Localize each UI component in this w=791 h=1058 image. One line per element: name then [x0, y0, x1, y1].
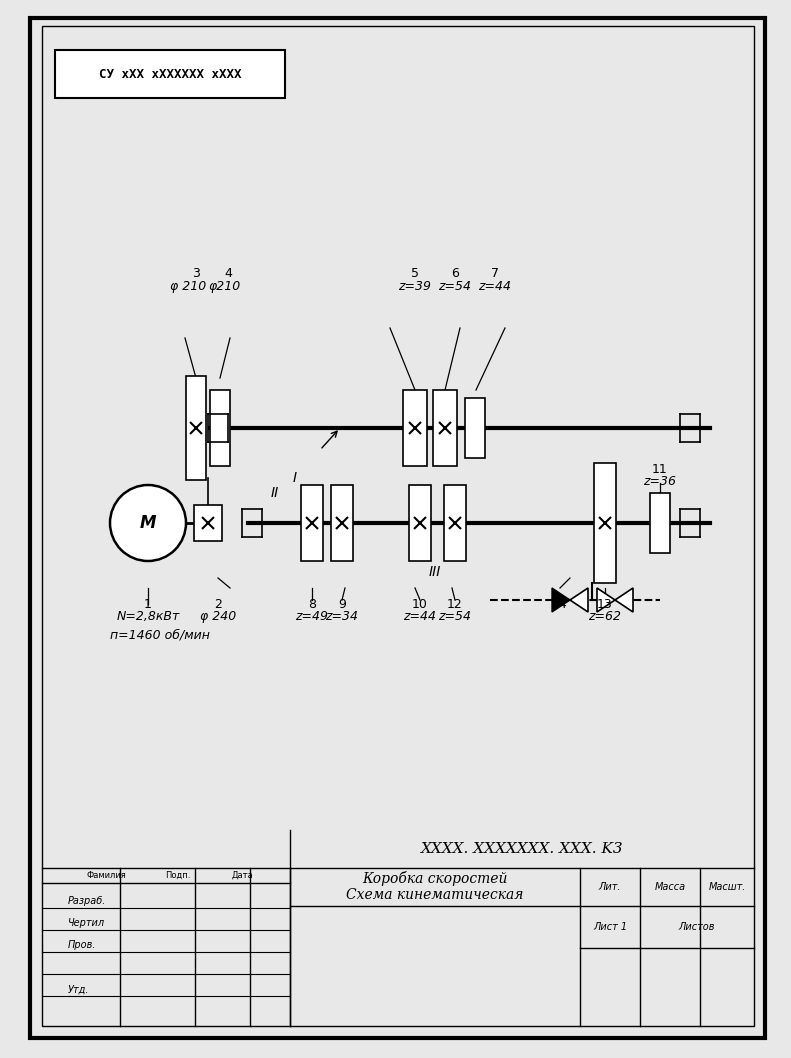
Text: z=44: z=44 [479, 280, 512, 293]
Text: 8: 8 [308, 598, 316, 612]
Bar [444, 485, 466, 561]
Text: Коробка скоростей: Коробка скоростей [362, 872, 508, 887]
Text: 13: 13 [597, 598, 613, 612]
Text: 9: 9 [338, 598, 346, 612]
Text: 11: 11 [652, 463, 668, 476]
Text: II: II [271, 486, 279, 500]
Bar [650, 493, 670, 553]
Polygon shape [597, 588, 615, 612]
Text: 7: 7 [491, 267, 499, 280]
Text: z=49: z=49 [296, 610, 328, 623]
Bar [409, 485, 431, 561]
Text: Листов: Листов [679, 922, 715, 932]
Text: 12: 12 [447, 598, 463, 612]
Bar [55, 50, 285, 98]
Text: Лит.: Лит. [599, 882, 621, 892]
Bar [594, 463, 616, 583]
Polygon shape [552, 588, 570, 612]
Bar [186, 376, 206, 480]
Text: Утд.: Утд. [68, 985, 89, 995]
Text: N=2,8кВт: N=2,8кВт [116, 610, 180, 623]
Text: z=34: z=34 [326, 610, 358, 623]
Bar [301, 485, 323, 561]
Text: 6: 6 [451, 267, 459, 280]
Text: 14: 14 [552, 598, 568, 612]
Text: z=54: z=54 [438, 280, 471, 293]
Bar [194, 505, 222, 541]
Text: φ 210: φ 210 [170, 280, 206, 293]
Bar [403, 390, 427, 466]
Text: Схема кинематическая: Схема кинематическая [346, 888, 524, 902]
Bar [210, 390, 230, 466]
Text: III: III [429, 565, 441, 579]
Text: п=1460 об/мин: п=1460 об/мин [110, 628, 210, 641]
Text: Масшт.: Масшт. [708, 882, 746, 892]
Text: Дата: Дата [232, 871, 253, 880]
Circle shape [110, 485, 186, 561]
Text: 2: 2 [214, 598, 222, 612]
Text: z=39: z=39 [399, 280, 432, 293]
Text: Лист 1: Лист 1 [593, 922, 627, 932]
Text: Чертил: Чертил [68, 918, 105, 928]
Text: Подп.: Подп. [165, 871, 190, 880]
Text: z=54: z=54 [438, 610, 471, 623]
Text: 1: 1 [144, 598, 152, 612]
Text: Фамилия: Фамилия [86, 871, 126, 880]
Bar [331, 485, 353, 561]
Text: φ 240: φ 240 [200, 610, 237, 623]
Bar [465, 398, 485, 458]
Text: М: М [140, 514, 157, 532]
Polygon shape [570, 588, 588, 612]
Text: z=62: z=62 [589, 610, 622, 623]
Bar [433, 390, 457, 466]
Text: z=36: z=36 [644, 475, 676, 488]
Text: Масса: Масса [654, 882, 686, 892]
Text: 3: 3 [192, 267, 200, 280]
Text: φ210: φ210 [209, 280, 241, 293]
Text: z=44: z=44 [403, 610, 437, 623]
Text: СУ хХХ хХХХХХХ хХХХ: СУ хХХ хХХХХХХ хХХХ [99, 68, 241, 80]
Text: 5: 5 [411, 267, 419, 280]
Text: 10: 10 [412, 598, 428, 612]
Text: 4: 4 [224, 267, 232, 280]
Text: XXXX. XXXXXXX. XXX. K3: XXXX. XXXXXXX. XXX. K3 [421, 842, 623, 856]
Text: Пров.: Пров. [68, 940, 97, 950]
Polygon shape [615, 588, 633, 612]
Text: I: I [293, 471, 297, 485]
Text: Разраб.: Разраб. [68, 896, 106, 906]
